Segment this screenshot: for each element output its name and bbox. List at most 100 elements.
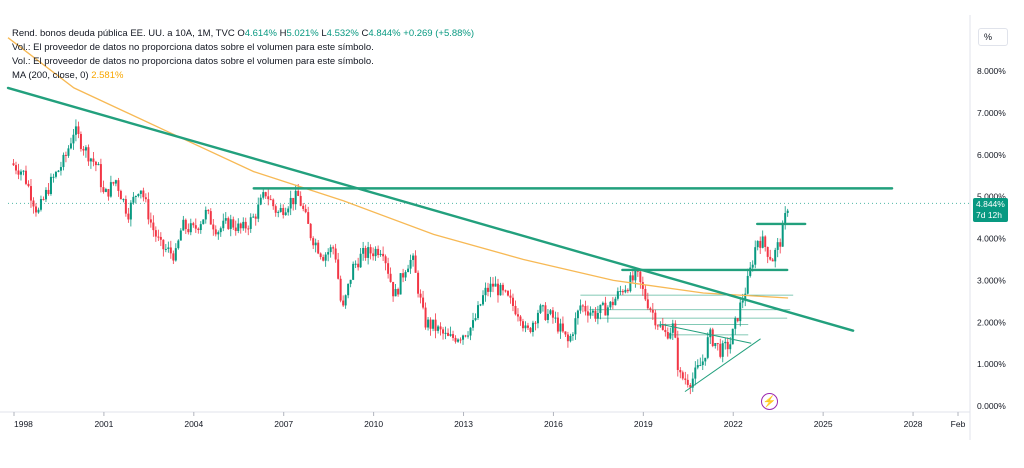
candle-body [387, 263, 390, 274]
lightning-icon[interactable]: ⚡ [761, 393, 778, 410]
moving-average [7, 37, 789, 299]
candle-body [159, 236, 162, 240]
candle-body [409, 259, 412, 269]
candle-body [339, 278, 342, 301]
candle-body [666, 332, 669, 339]
x-tick-label: 2022 [724, 419, 743, 429]
candle-body [394, 288, 397, 297]
candle-body [352, 263, 355, 280]
candle-body [292, 197, 295, 205]
candle-body [267, 196, 270, 200]
candle-body [619, 290, 622, 292]
candle-body [377, 248, 380, 256]
candle-body [731, 328, 734, 345]
candle-body [751, 264, 754, 268]
candle-body [269, 199, 272, 201]
candle-body [464, 335, 467, 337]
candle-body [59, 167, 62, 171]
trendline-wedge-top[interactable] [661, 323, 752, 344]
candle-body [264, 192, 267, 197]
candle-body [474, 318, 477, 321]
candle-body [644, 288, 647, 300]
candle-body [544, 305, 547, 320]
candle-body [132, 196, 135, 203]
low-label: L [321, 28, 327, 39]
candle-body [179, 230, 182, 241]
candle-body [204, 209, 207, 220]
candle-body [434, 319, 437, 331]
candle-body [67, 148, 70, 156]
volume-note-2: Vol.: El proveedor de datos no proporcio… [12, 56, 374, 67]
x-tick-label: 2013 [454, 419, 473, 429]
candle-body [249, 217, 252, 229]
candle-body [399, 273, 402, 295]
percent-scale-button[interactable]: % [978, 28, 1008, 46]
candle-body [12, 163, 15, 166]
candle-body [344, 295, 347, 306]
candle-body [674, 323, 677, 338]
candle-body [304, 208, 307, 213]
candle-body [362, 247, 365, 254]
candle-body [689, 384, 692, 388]
candle-body [696, 365, 699, 368]
candle-body [379, 253, 382, 256]
candle-body [654, 312, 657, 326]
candle-body [137, 193, 140, 197]
candle-body [462, 335, 465, 340]
y-tick-label: 1.000% [977, 359, 1006, 369]
last-price-tag: 4.844% 7d 12h [973, 198, 1008, 222]
candle-body [422, 297, 425, 308]
candle-body [564, 331, 567, 335]
candle-body [289, 197, 292, 209]
candle-body [272, 199, 275, 207]
trendline-support-wedge[interactable] [684, 338, 761, 392]
candle-body [337, 259, 340, 279]
candle-body [531, 322, 534, 332]
candle-body [359, 253, 362, 268]
candle-body [52, 176, 55, 178]
candle-body [509, 295, 512, 298]
candle-body [631, 275, 634, 281]
candle-body [506, 291, 509, 296]
candle-body [157, 236, 160, 238]
candle-body [724, 341, 727, 344]
candle-body [459, 339, 462, 341]
candle-body [134, 196, 137, 198]
candle-body [167, 247, 170, 249]
candle-body [477, 305, 480, 319]
candle-body [569, 335, 572, 342]
candle-body [372, 253, 375, 257]
candle-body [162, 239, 165, 250]
trendlines[interactable] [6, 86, 894, 392]
candle-body [771, 259, 774, 262]
candle-body [332, 247, 335, 249]
candle-body [17, 170, 20, 175]
candle-body [649, 308, 652, 310]
candle-body [197, 228, 200, 231]
candle-body [741, 300, 744, 303]
candle-body [242, 221, 245, 229]
candle-body [594, 310, 597, 319]
candle-body [566, 334, 569, 342]
candle-body [319, 253, 322, 258]
candle-body [744, 293, 747, 301]
candle-body [656, 325, 659, 327]
candle-body [57, 170, 60, 172]
candle-body [154, 230, 157, 237]
candle-body [64, 154, 67, 156]
candle-body [661, 325, 664, 330]
candle-body [324, 254, 327, 261]
y-tick-label: 3.000% [977, 275, 1006, 285]
open-label: O [237, 28, 245, 39]
candle-body [274, 206, 277, 213]
trendline-long-term-downtrend[interactable] [6, 86, 855, 332]
ma-row[interactable]: MA (200, close, 0) 2.581% [12, 69, 474, 83]
candle-body [499, 284, 502, 296]
candle-body [624, 289, 627, 293]
candle-body [262, 192, 265, 198]
candle-body [706, 337, 709, 358]
ma-value: 2.581% [91, 70, 124, 81]
candle-body [736, 318, 739, 322]
